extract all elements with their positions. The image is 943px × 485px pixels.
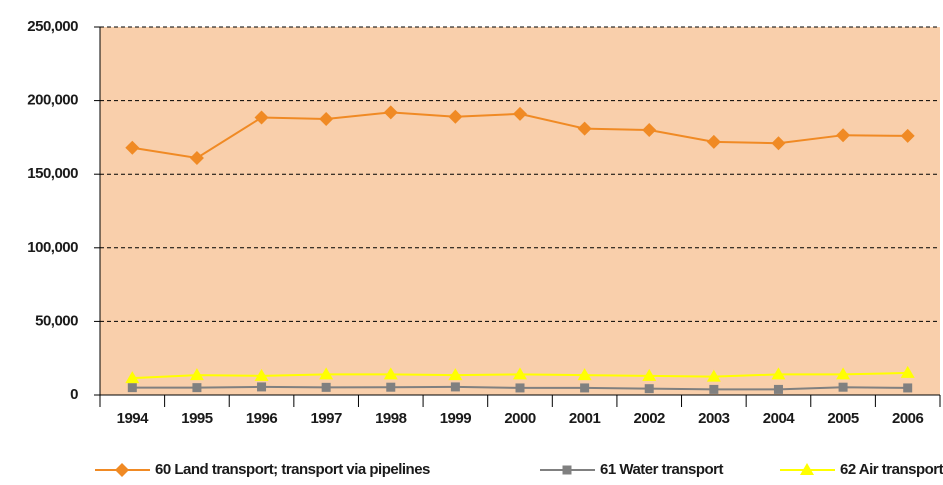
- data-point: [386, 382, 396, 392]
- data-point: [773, 384, 783, 394]
- data-point: [257, 382, 267, 392]
- data-point: [513, 106, 527, 121]
- x-tick-label: 1994: [117, 410, 150, 427]
- y-tick-label: 150,000: [27, 165, 78, 182]
- data-point: [836, 367, 851, 380]
- data-point: [709, 384, 719, 394]
- x-tick-label: 1996: [246, 410, 278, 427]
- data-point: [577, 121, 592, 136]
- x-tick-label: 1997: [310, 410, 342, 427]
- data-point: [450, 382, 460, 392]
- data-point: [383, 367, 398, 380]
- data-point: [642, 123, 657, 138]
- legend-marker: [800, 463, 814, 475]
- legend-marker: [562, 465, 572, 475]
- data-point: [771, 136, 786, 151]
- data-point: [254, 368, 269, 381]
- data-point: [642, 368, 657, 381]
- data-point: [838, 382, 848, 392]
- data-point: [319, 367, 334, 380]
- x-tick-label: 2005: [827, 410, 859, 427]
- data-point: [836, 128, 851, 143]
- data-point: [125, 140, 140, 155]
- y-tick-label: 100,000: [27, 239, 78, 256]
- y-tick-label: 50,000: [35, 312, 78, 329]
- legend-label: 61 Water transport: [600, 461, 723, 478]
- x-tick-label: 1995: [181, 410, 213, 427]
- data-point: [125, 371, 140, 384]
- data-point: [513, 367, 527, 380]
- legend-marker: [115, 463, 129, 477]
- x-tick-label: 1998: [375, 410, 407, 427]
- data-point: [383, 105, 398, 120]
- data-point: [900, 365, 915, 378]
- data-point: [254, 110, 269, 125]
- data-point: [192, 383, 202, 393]
- y-tick-label: 200,000: [27, 92, 78, 109]
- data-point: [900, 128, 915, 143]
- x-tick-label: 2000: [504, 410, 536, 427]
- legend-label: 62 Air transport: [840, 461, 943, 478]
- x-tick-label: 2004: [763, 410, 796, 427]
- data-point: [448, 109, 463, 124]
- data-point: [189, 368, 204, 381]
- legend-label: 60 Land transport; transport via pipelin…: [155, 461, 430, 478]
- x-tick-label: 1999: [440, 410, 472, 427]
- data-point: [321, 382, 331, 392]
- x-tick-label: 2001: [569, 410, 601, 427]
- x-tick-label: 2002: [634, 410, 666, 427]
- plot-area: [100, 27, 940, 395]
- data-point: [706, 134, 721, 149]
- data-point: [580, 383, 590, 393]
- y-tick-label: 0: [70, 386, 78, 403]
- data-point: [644, 384, 654, 394]
- data-point: [771, 367, 786, 380]
- data-point: [319, 112, 334, 126]
- data-point: [127, 383, 137, 393]
- y-tick-label: 250,000: [27, 18, 78, 35]
- data-point: [189, 151, 204, 166]
- data-point: [706, 369, 721, 382]
- data-point: [515, 383, 525, 393]
- data-point: [448, 368, 463, 381]
- x-tick-label: 2006: [892, 410, 924, 427]
- data-point: [903, 383, 913, 393]
- data-point: [577, 368, 592, 381]
- x-tick-label: 2003: [698, 410, 730, 427]
